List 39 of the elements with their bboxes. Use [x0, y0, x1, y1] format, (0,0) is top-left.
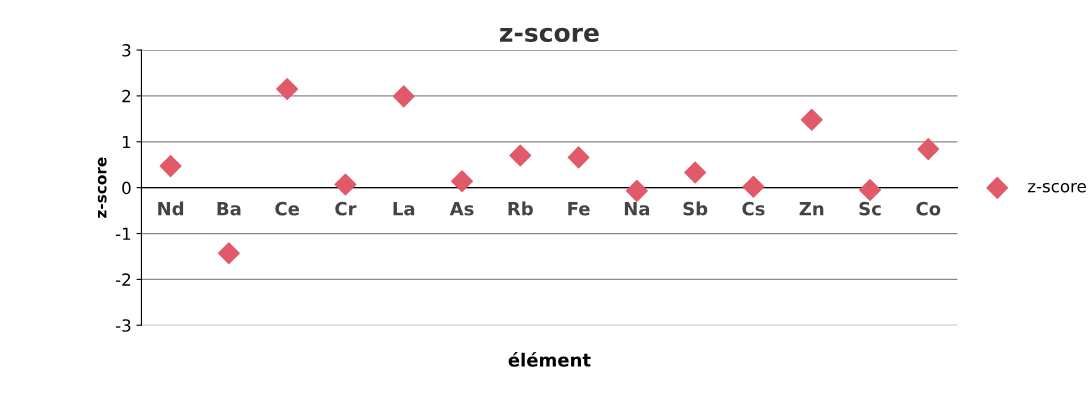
chart-title: z-score — [500, 27, 599, 43]
point — [217, 242, 240, 265]
x-tick-label: Ba — [217, 202, 241, 216]
x-tick-label: Fe — [568, 202, 590, 216]
point — [276, 78, 299, 101]
y-tick-label: 3 — [122, 44, 131, 57]
x-tick-label: Cs — [742, 201, 765, 216]
x-tick-label: La — [393, 202, 415, 216]
point — [625, 179, 648, 202]
point — [509, 144, 532, 167]
y-tick-label: -2 — [115, 273, 131, 286]
legend-label: z-score — [1027, 182, 1086, 193]
y-tick-label: -1 — [115, 227, 131, 240]
point — [159, 155, 182, 178]
x-tick-label: As — [449, 202, 474, 216]
x-tick-label: Ce — [275, 201, 300, 216]
point — [334, 173, 357, 196]
y-tick-label: 1 — [122, 135, 131, 149]
x-tick-label: Cr — [335, 201, 357, 216]
point — [567, 146, 590, 169]
point — [451, 170, 474, 193]
point — [392, 85, 415, 108]
y-axis-title: z-score — [97, 157, 107, 218]
x-tick-label: Nd — [158, 201, 184, 216]
point — [742, 175, 765, 198]
point — [859, 178, 882, 201]
point — [917, 138, 940, 161]
y-tick-label: 2 — [122, 89, 131, 103]
x-tick-label: Rb — [508, 201, 533, 216]
y-tick-label: -3 — [115, 319, 131, 332]
y-tick-label: 0 — [122, 181, 131, 195]
x-tick-label: Zn — [799, 202, 824, 216]
x-tick-label: Co — [916, 201, 941, 216]
point — [800, 108, 823, 131]
x-tick-label: Na — [624, 202, 650, 216]
x-tick-label: Sc — [859, 201, 881, 216]
x-tick-label: Sb — [683, 201, 708, 216]
point — [684, 161, 707, 184]
x-axis-title: élément — [508, 352, 591, 367]
